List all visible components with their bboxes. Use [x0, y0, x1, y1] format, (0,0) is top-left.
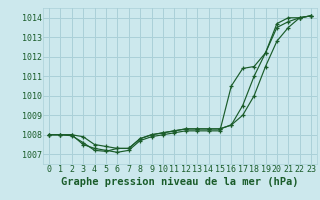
- X-axis label: Graphe pression niveau de la mer (hPa): Graphe pression niveau de la mer (hPa): [61, 177, 299, 187]
